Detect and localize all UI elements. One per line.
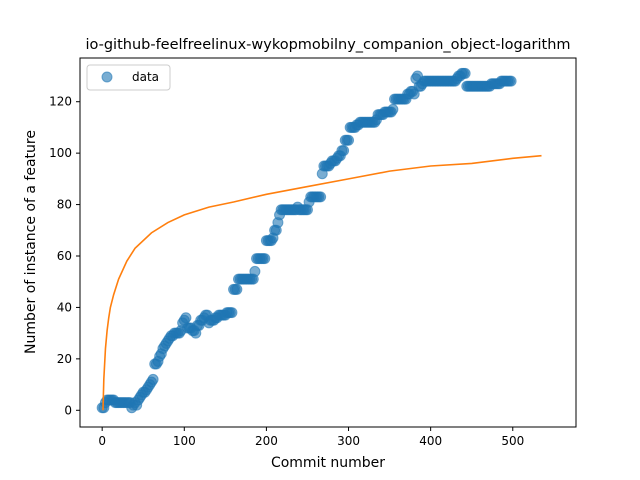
data-point — [226, 307, 238, 319]
fit-curve — [102, 154, 542, 411]
x-tick-label: 300 — [337, 434, 360, 448]
y-tick-label: 0 — [64, 403, 72, 417]
data-point — [338, 145, 350, 157]
y-tick-label: 40 — [57, 300, 72, 314]
x-tick-label: 100 — [173, 434, 196, 448]
data-point — [180, 312, 192, 324]
plot-area — [96, 67, 542, 414]
data-point — [408, 88, 420, 100]
legend-box — [86, 64, 171, 91]
data-point — [343, 134, 355, 146]
data-point — [315, 191, 327, 203]
data-point — [505, 75, 517, 87]
y-tick-label: 80 — [57, 198, 72, 212]
chart-title: io-github-feelfreelinux-wykopmobilny_com… — [85, 37, 570, 53]
legend-entry: data — [132, 70, 159, 84]
y-tick-label: 20 — [57, 352, 72, 366]
legend-marker — [101, 71, 113, 83]
data-point — [387, 103, 399, 115]
data-point — [231, 283, 243, 295]
y-axis-label: Number of instance of a feature — [23, 130, 39, 354]
x-tick-label: 200 — [255, 434, 278, 448]
x-axis: 0 100 200 300 400 500 — [98, 427, 524, 448]
y-tick-label: 100 — [49, 146, 72, 160]
x-axis-label: Commit number — [271, 455, 385, 471]
axes-frame — [79, 57, 577, 428]
y-axis: 0 20 40 60 80 100 120 — [49, 95, 80, 417]
y-tick-label: 60 — [57, 249, 72, 263]
x-tick-label: 400 — [419, 434, 442, 448]
x-tick-label: 500 — [501, 434, 524, 448]
data-point — [249, 265, 261, 277]
data-point — [459, 67, 471, 79]
data-point — [147, 373, 159, 385]
legend: data — [86, 64, 171, 91]
y-tick-label: 120 — [49, 95, 72, 109]
data-point — [259, 253, 271, 265]
x-tick-label: 0 — [98, 434, 106, 448]
